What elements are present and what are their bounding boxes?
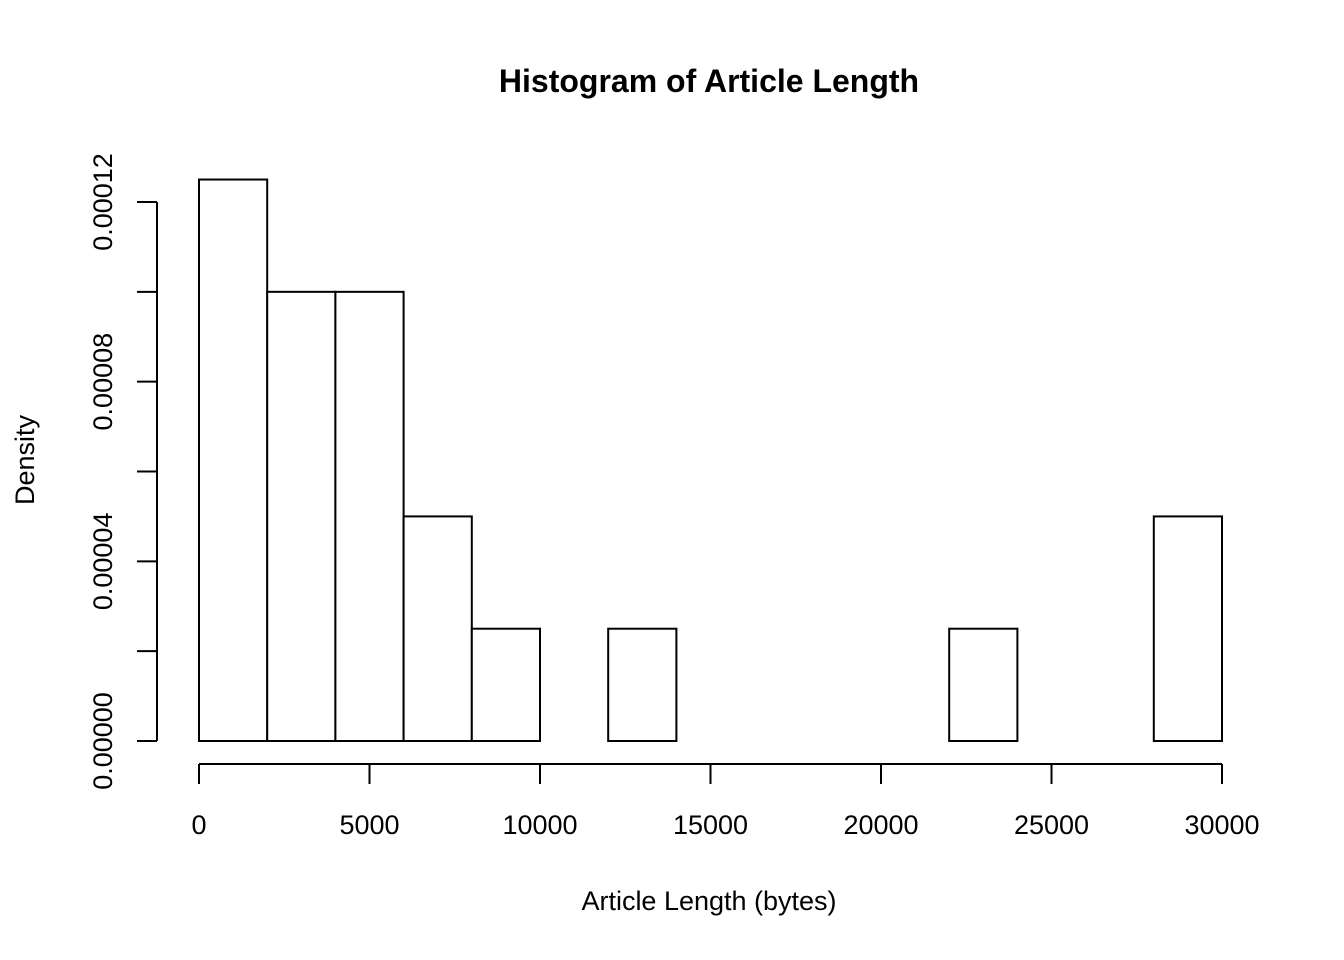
y-tick-label: 0.00000 <box>88 692 118 790</box>
chart-title: Histogram of Article Length <box>499 63 919 99</box>
histogram-bar <box>266 290 337 742</box>
y-axis-label: Density <box>10 414 40 505</box>
x-tick-label: 20000 <box>843 810 918 840</box>
histogram-bar <box>470 627 541 742</box>
x-tick-label: 5000 <box>339 810 399 840</box>
x-tick-label: 0 <box>191 810 206 840</box>
y-axis: 0.00000 0.00004 0.00008 0.00012 <box>88 153 158 790</box>
histogram-bar <box>198 178 269 742</box>
y-tick-label: 0.00008 <box>88 333 118 431</box>
histogram-bar <box>402 515 473 743</box>
y-tick-label: 0.00012 <box>88 153 118 251</box>
x-tick-label: 15000 <box>673 810 748 840</box>
x-axis-label: Article Length (bytes) <box>581 886 836 916</box>
x-tick-label: 10000 <box>502 810 577 840</box>
histogram-bar <box>1152 515 1224 743</box>
x-axis: 0 5000 10000 15000 20000 25000 30000 <box>191 763 1260 840</box>
x-tick-label: 30000 <box>1184 810 1259 840</box>
y-tick-label: 0.00004 <box>88 513 118 611</box>
bars-group <box>198 178 1224 743</box>
histogram-bar <box>948 627 1019 742</box>
x-tick-label: 25000 <box>1014 810 1089 840</box>
histogram-bar <box>334 290 405 742</box>
histogram-bar <box>607 627 678 742</box>
